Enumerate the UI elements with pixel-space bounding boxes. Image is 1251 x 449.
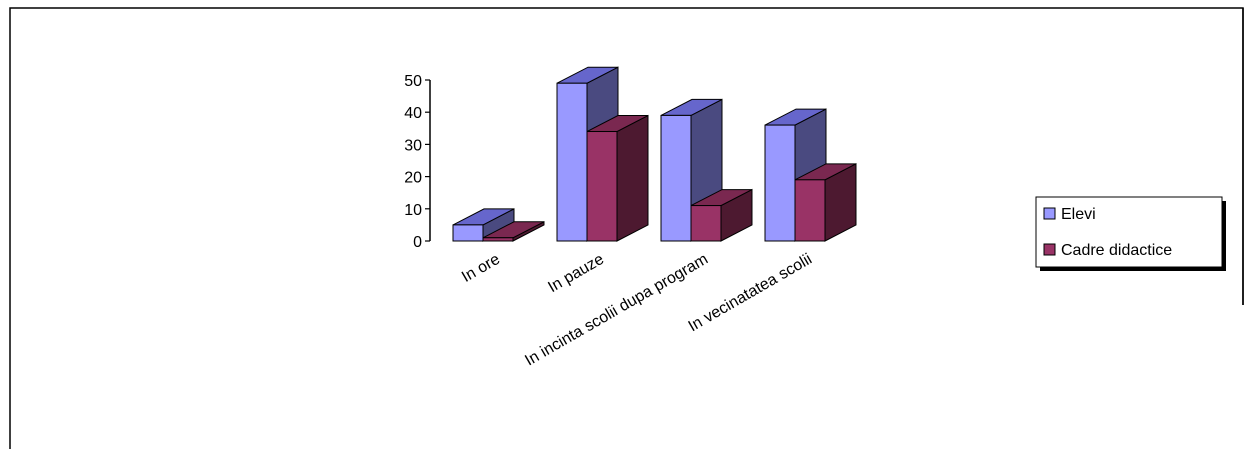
- y-tick-label: 20: [404, 170, 422, 187]
- bar-elevi: [660, 98, 723, 242]
- legend-box: [1035, 196, 1223, 268]
- bar-cadre-didactice: [794, 162, 857, 242]
- bar-front: [794, 179, 826, 242]
- y-tick-label: 0: [413, 234, 422, 251]
- y-tick-label: 50: [404, 73, 422, 90]
- value-axis: 0 10 20 30 40 50: [404, 73, 431, 251]
- x-tick-label: In pauze: [545, 251, 607, 296]
- bar-cadre-didactice: [586, 114, 649, 242]
- x-tick-label: In ore: [459, 251, 503, 286]
- bar-side: [616, 114, 649, 242]
- bar-front: [586, 131, 618, 242]
- legend-label-cadre-didactice: Cadre didactice: [1061, 242, 1172, 259]
- y-tick-label: 10: [404, 202, 422, 219]
- bar-cadre-didactice: [690, 188, 753, 242]
- y-tick-label: 40: [404, 105, 422, 122]
- x-tick-label: In incinta scolii dupa program: [522, 251, 711, 370]
- legend: Elevi Cadre didactice: [1035, 196, 1226, 271]
- bar-front: [482, 237, 514, 242]
- bar-front: [690, 205, 722, 242]
- bar-front: [556, 82, 588, 242]
- bar-front: [764, 124, 796, 242]
- bar-elevi: [452, 208, 515, 242]
- legend-swatch-elevi: [1043, 207, 1056, 220]
- bars-group: [452, 66, 857, 242]
- y-tick-label: 30: [404, 137, 422, 154]
- bar-cadre-didactice: [482, 220, 545, 242]
- bar-front: [660, 114, 692, 242]
- legend-label-elevi: Elevi: [1061, 206, 1096, 223]
- legend-swatch-cadre-didactice: [1043, 243, 1056, 256]
- bar-front: [452, 224, 484, 242]
